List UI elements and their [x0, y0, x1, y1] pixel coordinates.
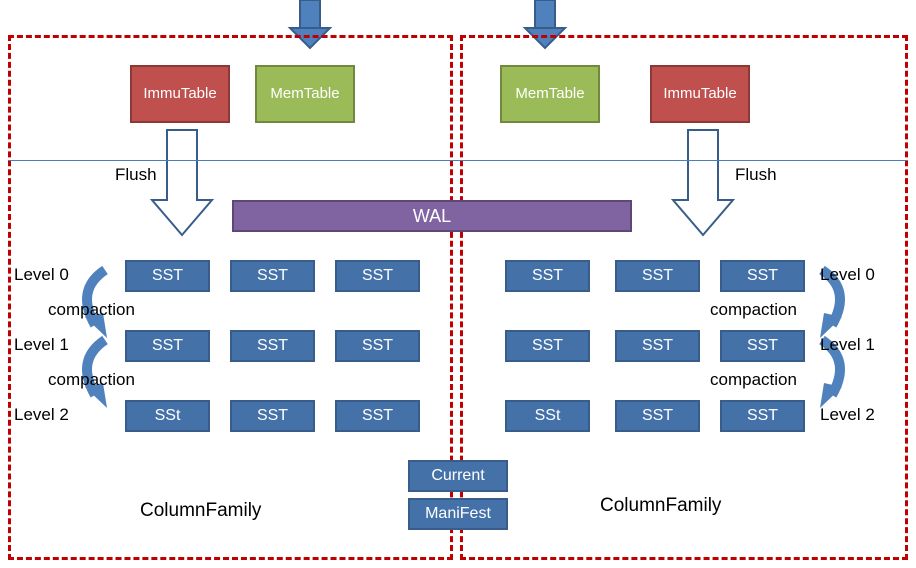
flush-label-right: Flush — [735, 165, 777, 185]
level0-label-left: Level 0 — [14, 265, 69, 285]
separator-line — [8, 160, 908, 161]
left-panel-border — [8, 35, 453, 560]
sst-r1-0: SST — [505, 330, 590, 362]
architecture-diagram: ImmuTable MemTable MemTable ImmuTable Fl… — [0, 0, 916, 568]
wal-label: WAL — [413, 206, 451, 227]
immutable-label: ImmuTable — [143, 85, 216, 103]
level1-label-right: Level 1 — [820, 335, 875, 355]
sst-l1-2: SST — [335, 330, 420, 362]
sst-r0-1: SST — [615, 260, 700, 292]
current-box: Current — [408, 460, 508, 492]
wal-box: WAL — [232, 200, 632, 232]
level2-label-right: Level 2 — [820, 405, 875, 425]
sst-r0-0: SST — [505, 260, 590, 292]
immutable-label: ImmuTable — [663, 85, 736, 103]
flush-label-left: Flush — [115, 165, 157, 185]
sst-r2-2: SST — [720, 400, 805, 432]
sst-r0-2: SST — [720, 260, 805, 292]
manifest-label: ManiFest — [425, 505, 491, 523]
immutable-box-right: ImmuTable — [650, 65, 750, 123]
sst-r1-1: SST — [615, 330, 700, 362]
sst-l1-1: SST — [230, 330, 315, 362]
sst-l2-2: SST — [335, 400, 420, 432]
sst-r1-2: SST — [720, 330, 805, 362]
compaction-label-right-12: compaction — [710, 370, 797, 390]
sst-l0-2: SST — [335, 260, 420, 292]
sst-l2-1: SST — [230, 400, 315, 432]
sst-l0-1: SST — [230, 260, 315, 292]
current-label: Current — [431, 467, 484, 485]
sst-l0-0: SST — [125, 260, 210, 292]
level0-label-right: Level 0 — [820, 265, 875, 285]
compaction-label-left-12: compaction — [48, 370, 135, 390]
memtable-label: MemTable — [515, 85, 584, 103]
column-family-label-right: ColumnFamily — [600, 495, 721, 517]
column-family-label-left: ColumnFamily — [140, 500, 261, 522]
immutable-box-left: ImmuTable — [130, 65, 230, 123]
sst-l1-0: SST — [125, 330, 210, 362]
compaction-label-right-01: compaction — [710, 300, 797, 320]
level1-label-left: Level 1 — [14, 335, 69, 355]
manifest-box: ManiFest — [408, 498, 508, 530]
sst-l2-0: SSt — [125, 400, 210, 432]
compaction-label-left-01: compaction — [48, 300, 135, 320]
sst-r2-0: SSt — [505, 400, 590, 432]
memtable-label: MemTable — [270, 85, 339, 103]
memtable-box-left: MemTable — [255, 65, 355, 123]
memtable-box-right: MemTable — [500, 65, 600, 123]
sst-r2-1: SST — [615, 400, 700, 432]
level2-label-left: Level 2 — [14, 405, 69, 425]
